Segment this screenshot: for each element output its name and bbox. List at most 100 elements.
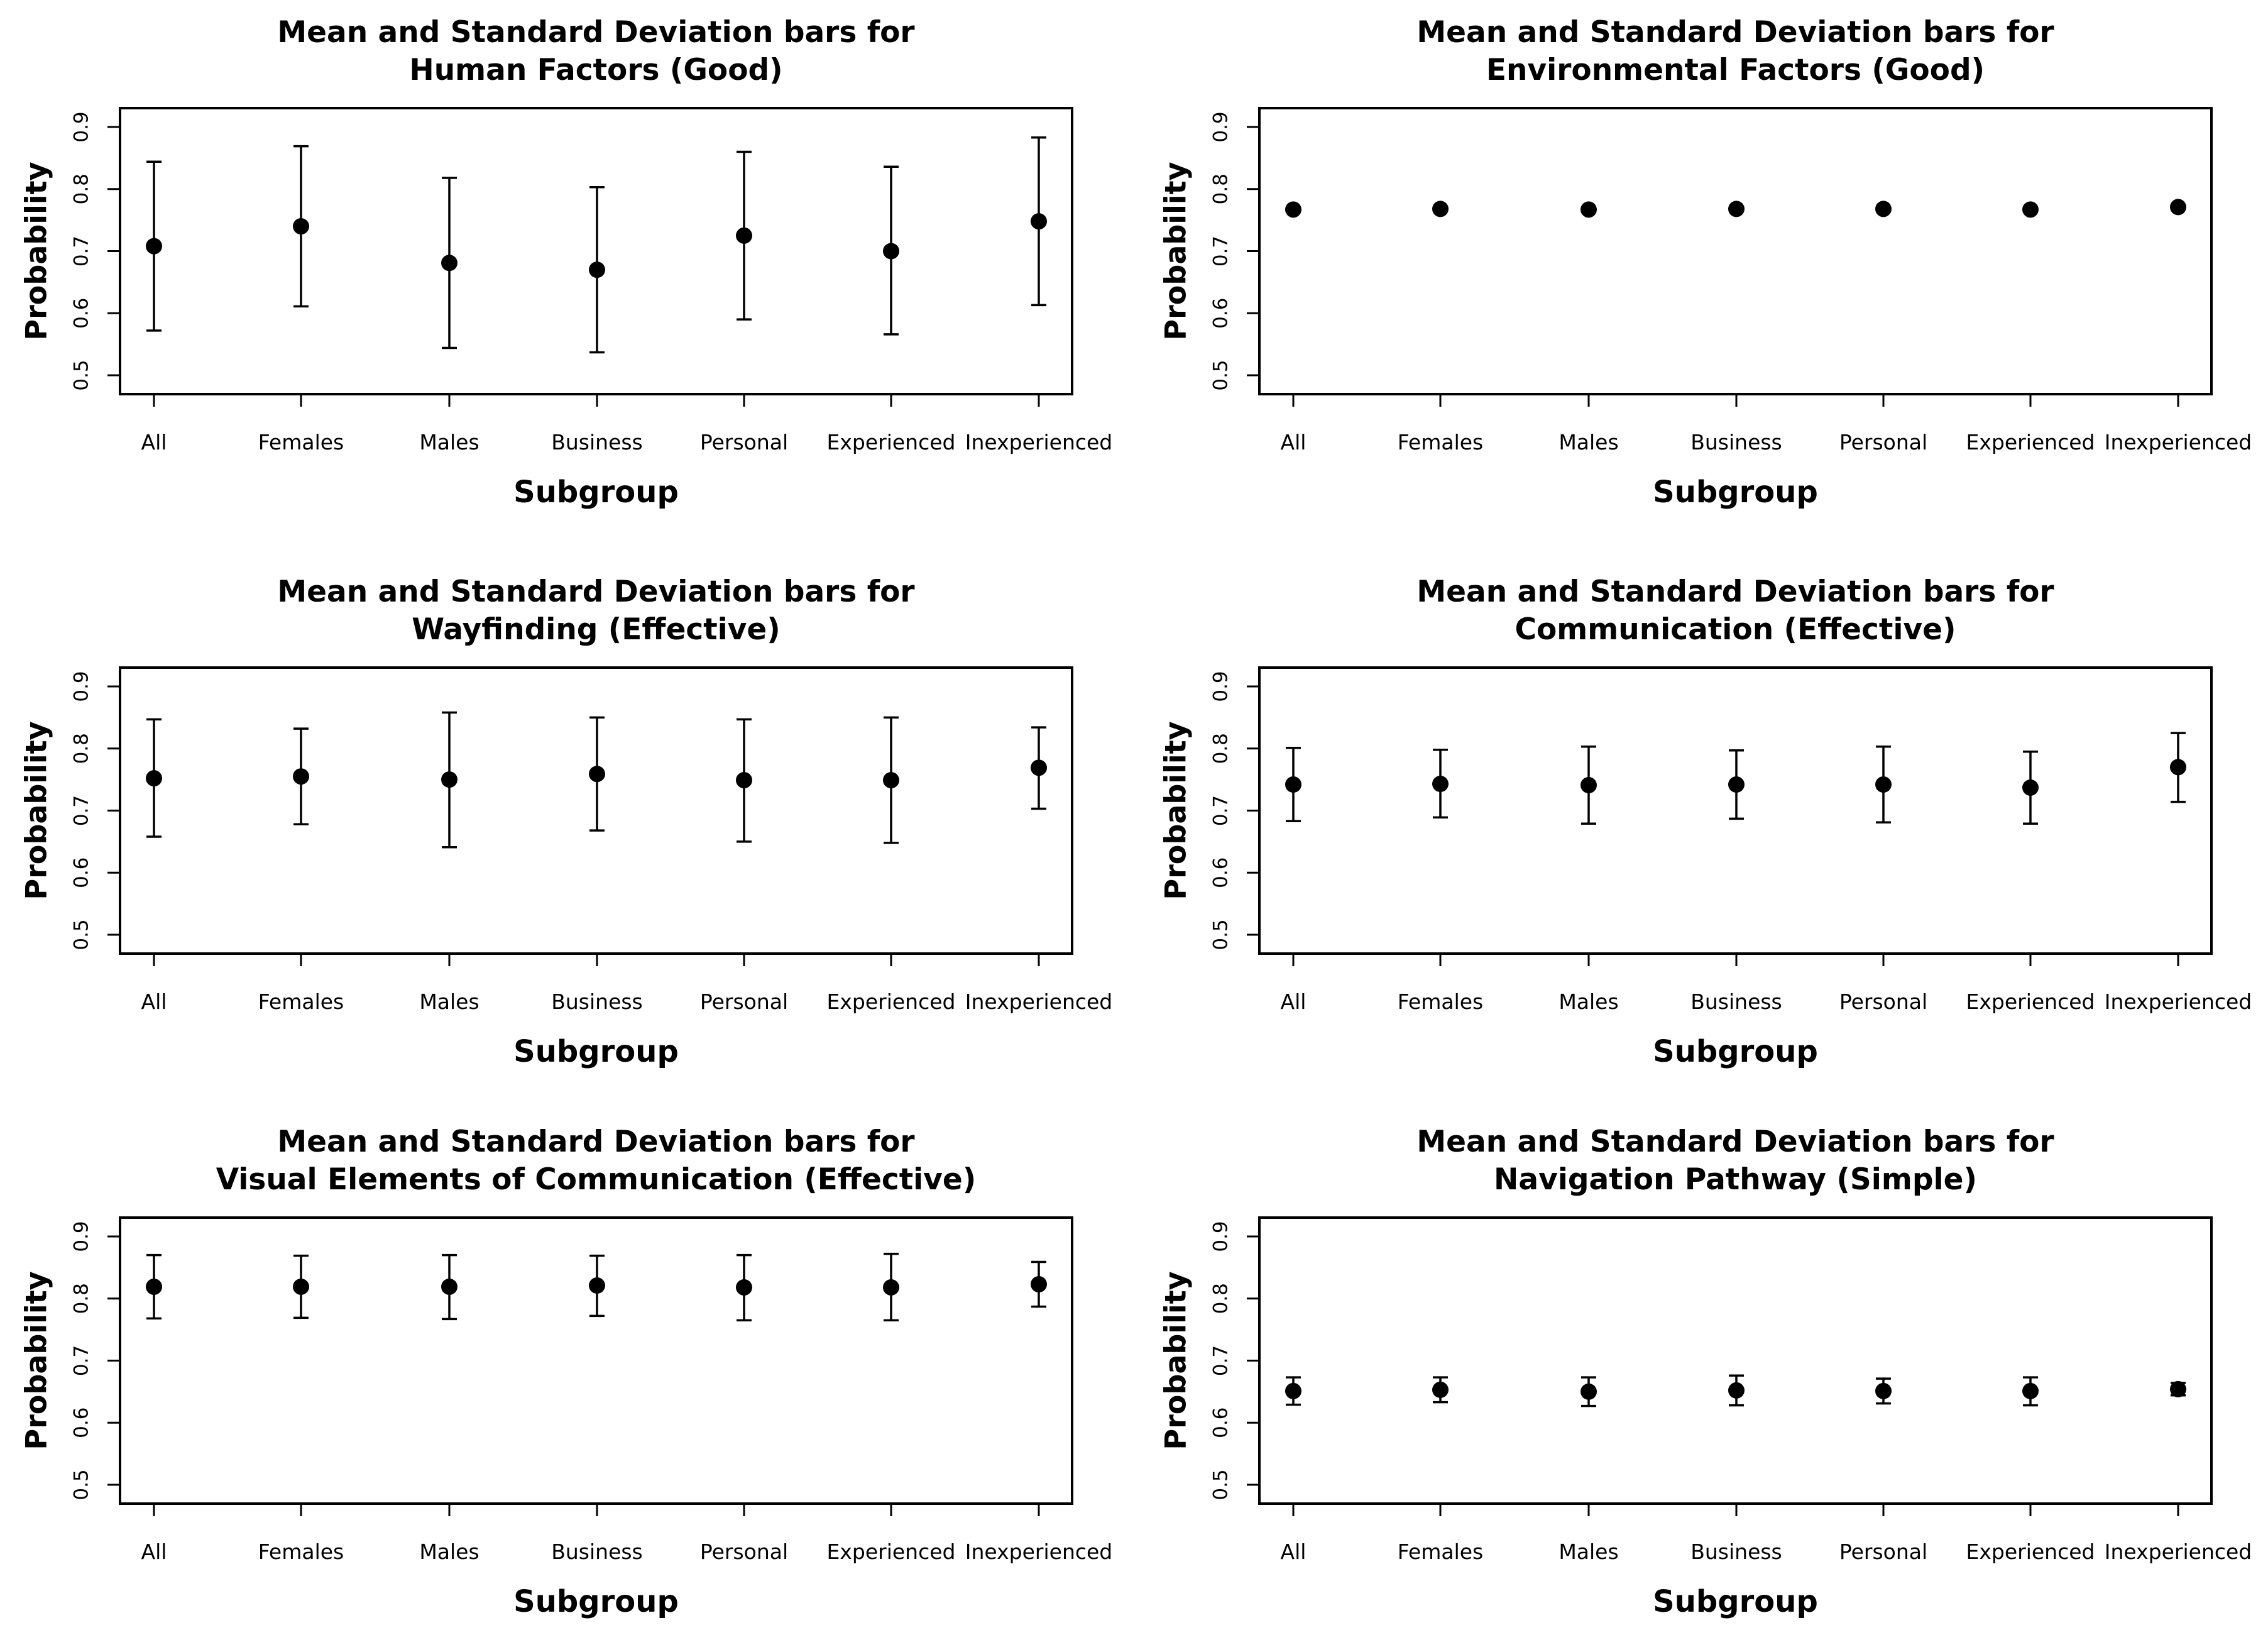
- mean-point: [293, 768, 309, 785]
- x-tick-label: All: [141, 989, 167, 1014]
- chart-title-line-2: Environmental Factors (Good): [1486, 53, 1985, 87]
- x-tick-label: All: [1281, 430, 1307, 454]
- chart-title-line-1: Mean and Standard Deviation bars for: [277, 575, 915, 609]
- x-tick-label: All: [141, 430, 167, 454]
- y-tick-label: 0.7: [70, 236, 93, 267]
- x-tick-label: Males: [1559, 1539, 1618, 1564]
- y-axis-label: Probability: [1159, 721, 1193, 900]
- mean-point: [1580, 201, 1597, 218]
- mean-point: [736, 1279, 752, 1296]
- x-tick-label: Females: [258, 989, 344, 1014]
- chart-panel-4: Mean and Standard Deviation bars forComm…: [1159, 575, 2252, 1069]
- y-tick-label: 0.6: [70, 298, 93, 329]
- x-tick-label: Experienced: [1966, 1539, 2095, 1564]
- x-tick-label: Business: [1690, 989, 1782, 1014]
- y-tick-label: 0.5: [70, 360, 93, 390]
- x-tick-label: Business: [551, 989, 643, 1014]
- mean-point: [1728, 1382, 1745, 1399]
- x-tick-label: Experienced: [1966, 430, 2095, 454]
- x-tick-label: Experienced: [1966, 989, 2095, 1014]
- x-tick-label: Personal: [1839, 430, 1927, 454]
- mean-point: [589, 1277, 605, 1294]
- y-axis-label: Probability: [1159, 162, 1193, 340]
- x-axis-label: Subgroup: [1653, 1034, 1818, 1069]
- mean-point: [1432, 776, 1449, 793]
- y-tick-label: 0.5: [1210, 1469, 1232, 1500]
- chart-title-line-1: Mean and Standard Deviation bars for: [1416, 575, 2054, 609]
- x-tick-label: Males: [1559, 430, 1618, 454]
- x-tick-label: Inexperienced: [965, 1539, 1113, 1564]
- x-axis-label: Subgroup: [513, 1034, 679, 1069]
- x-tick-label: Inexperienced: [965, 430, 1113, 454]
- x-tick-label: Business: [551, 1539, 643, 1564]
- mean-point: [293, 218, 309, 234]
- chart-panel-6: Mean and Standard Deviation bars forNavi…: [1159, 1125, 2252, 1619]
- y-tick-label: 0.6: [70, 1407, 93, 1438]
- x-axis-label: Subgroup: [1653, 1584, 1818, 1619]
- x-tick-label: Females: [258, 1539, 344, 1564]
- y-axis-label: Probability: [19, 162, 53, 340]
- x-tick-label: Males: [1559, 989, 1618, 1014]
- y-tick-label: 0.8: [1210, 173, 1232, 204]
- chart-title-line-1: Mean and Standard Deviation bars for: [1416, 15, 2054, 50]
- mean-point: [1432, 201, 1449, 217]
- y-axis-label: Probability: [19, 1271, 53, 1450]
- x-tick-label: Females: [258, 430, 344, 454]
- y-tick-label: 0.6: [70, 857, 93, 888]
- mean-point: [293, 1278, 309, 1295]
- mean-point: [1580, 1383, 1597, 1400]
- x-tick-label: All: [1281, 989, 1307, 1014]
- mean-point: [1285, 776, 1301, 793]
- mean-point: [1285, 201, 1301, 218]
- mean-point: [1031, 759, 1047, 776]
- x-tick-label: All: [1281, 1539, 1307, 1564]
- mean-point: [1728, 776, 1745, 793]
- mean-point: [1875, 201, 1892, 217]
- chart-title-line-1: Mean and Standard Deviation bars for: [277, 1125, 915, 1159]
- y-tick-label: 0.7: [70, 795, 93, 826]
- mean-point: [2022, 1382, 2039, 1399]
- mean-point: [883, 243, 899, 260]
- y-tick-label: 0.6: [1210, 1407, 1232, 1438]
- x-axis-label: Subgroup: [513, 1584, 679, 1619]
- mean-point: [146, 770, 162, 787]
- y-tick-label: 0.9: [1210, 111, 1232, 142]
- mean-point: [736, 772, 752, 789]
- x-tick-label: Inexperienced: [2105, 1539, 2252, 1564]
- y-tick-label: 0.6: [1210, 857, 1232, 888]
- x-tick-label: Business: [551, 430, 643, 454]
- mean-point: [1031, 1276, 1047, 1293]
- mean-point: [2170, 199, 2186, 216]
- x-axis-label: Subgroup: [513, 475, 679, 510]
- mean-point: [146, 238, 162, 255]
- x-tick-label: Females: [1398, 1539, 1484, 1564]
- y-tick-label: 0.7: [70, 1345, 93, 1376]
- x-tick-label: Females: [1398, 989, 1484, 1014]
- x-tick-label: Personal: [700, 1539, 788, 1564]
- y-tick-label: 0.5: [1210, 360, 1232, 390]
- y-tick-label: 0.7: [1210, 1345, 1232, 1376]
- mean-point: [2170, 1380, 2186, 1397]
- y-tick-label: 0.9: [70, 671, 93, 702]
- y-tick-label: 0.8: [70, 1283, 93, 1314]
- x-tick-label: Males: [419, 1539, 479, 1564]
- x-tick-label: Inexperienced: [2105, 430, 2252, 454]
- x-tick-label: Experienced: [827, 1539, 956, 1564]
- mean-point: [1728, 201, 1745, 217]
- chart-panel-2: Mean and Standard Deviation bars forEnvi…: [1159, 15, 2252, 510]
- y-axis-label: Probability: [19, 721, 53, 900]
- mean-point: [1285, 1382, 1301, 1399]
- plot-frame: [1258, 1216, 2213, 1505]
- mean-point: [736, 227, 752, 244]
- chart-title-line-2: Human Factors (Good): [409, 53, 782, 87]
- mean-point: [883, 772, 899, 789]
- mean-point: [441, 1278, 457, 1295]
- y-tick-label: 0.7: [1210, 795, 1232, 826]
- y-axis-label: Probability: [1159, 1271, 1193, 1450]
- chart-panel-1: Mean and Standard Deviation bars forHuma…: [19, 15, 1113, 510]
- x-tick-label: Personal: [700, 430, 788, 454]
- x-tick-label: All: [141, 1539, 167, 1564]
- chart-title-line-2: Communication (Effective): [1515, 612, 1956, 647]
- mean-point: [1432, 1381, 1449, 1398]
